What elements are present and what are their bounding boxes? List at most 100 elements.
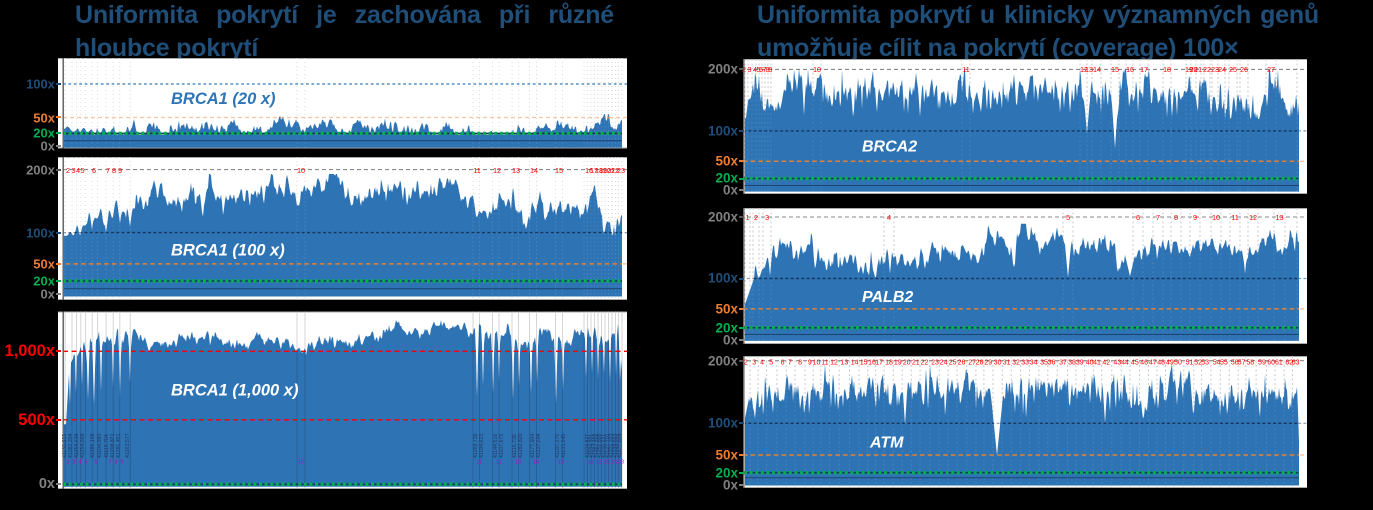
- svg-text:18: 18: [595, 166, 603, 175]
- svg-text:54: 54: [1213, 360, 1221, 367]
- svg-text:27: 27: [968, 360, 976, 367]
- svg-text:35: 35: [1040, 360, 1048, 367]
- svg-text:25: 25: [1229, 65, 1237, 74]
- svg-text:6: 6: [95, 460, 98, 466]
- svg-text:55: 55: [1220, 360, 1228, 367]
- svg-text:14: 14: [533, 460, 539, 466]
- svg-text:42: 42: [1102, 360, 1110, 367]
- svg-text:13: 13: [1085, 65, 1093, 74]
- svg-text:41187,275: 41187,275: [555, 434, 561, 458]
- svg-text:12: 12: [830, 360, 838, 367]
- svg-text:34: 34: [1030, 360, 1038, 367]
- svg-text:32: 32: [1012, 360, 1020, 367]
- svg-text:25: 25: [949, 360, 957, 367]
- svg-text:16: 16: [868, 360, 876, 367]
- svg-text:7: 7: [109, 460, 112, 466]
- svg-text:49: 49: [1166, 360, 1174, 367]
- svg-text:8: 8: [112, 166, 116, 175]
- svg-text:8: 8: [765, 65, 769, 74]
- svg-text:28: 28: [976, 360, 984, 367]
- svg-text:50: 50: [1174, 360, 1182, 367]
- svg-text:41184,301: 41184,301: [589, 434, 595, 458]
- svg-text:17: 17: [590, 166, 598, 175]
- svg-text:41263,577: 41263,577: [125, 433, 131, 458]
- svg-text:57: 57: [1238, 360, 1246, 367]
- svg-text:9: 9: [768, 65, 772, 74]
- svg-text:27: 27: [1267, 65, 1275, 74]
- svg-text:8: 8: [115, 460, 118, 466]
- svg-text:12: 12: [496, 460, 502, 466]
- svg-text:20: 20: [1189, 65, 1197, 74]
- svg-text:1: 1: [745, 213, 749, 222]
- svg-text:20: 20: [603, 166, 611, 175]
- svg-text:13: 13: [515, 460, 521, 466]
- svg-text:6: 6: [1136, 213, 1140, 222]
- svg-text:17: 17: [875, 360, 883, 367]
- svg-text:41282,820: 41282,820: [518, 433, 524, 458]
- svg-text:41286,198: 41286,198: [90, 433, 96, 458]
- svg-text:7: 7: [788, 360, 792, 367]
- svg-text:59: 59: [1258, 360, 1266, 367]
- svg-text:11: 11: [473, 166, 481, 175]
- svg-text:21: 21: [912, 360, 920, 367]
- svg-text:BRCA1 (20 x): BRCA1 (20 x): [171, 90, 276, 108]
- svg-text:18: 18: [1163, 65, 1171, 74]
- svg-text:10: 10: [813, 360, 821, 367]
- svg-text:47: 47: [1149, 360, 1157, 367]
- svg-text:16: 16: [1126, 65, 1134, 74]
- svg-text:7: 7: [762, 65, 766, 74]
- svg-text:2: 2: [744, 360, 748, 367]
- svg-text:23: 23: [931, 360, 939, 367]
- svg-text:18: 18: [885, 360, 893, 367]
- svg-text:41269,736: 41269,736: [473, 433, 479, 458]
- svg-text:9: 9: [118, 166, 122, 175]
- svg-text:41277,834: 41277,834: [617, 433, 623, 458]
- svg-text:61: 61: [1275, 360, 1283, 367]
- svg-text:19: 19: [894, 360, 902, 367]
- svg-text:22: 22: [1203, 65, 1211, 74]
- svg-text:9: 9: [121, 460, 124, 466]
- svg-text:10: 10: [1212, 213, 1220, 222]
- svg-text:4: 4: [887, 213, 891, 222]
- svg-text:41254,669: 41254,669: [80, 433, 86, 458]
- svg-text:11: 11: [476, 460, 482, 466]
- svg-text:BRCA2: BRCA2: [862, 139, 917, 156]
- svg-text:37: 37: [1059, 360, 1067, 367]
- svg-text:20: 20: [604, 460, 610, 466]
- svg-text:41208,871: 41208,871: [110, 433, 116, 458]
- svg-text:15: 15: [1111, 65, 1119, 74]
- svg-text:2: 2: [67, 460, 70, 466]
- svg-text:3: 3: [765, 213, 769, 222]
- svg-text:2: 2: [754, 213, 758, 222]
- svg-text:40: 40: [1086, 360, 1094, 367]
- svg-text:ATM: ATM: [869, 435, 904, 452]
- svg-text:16: 16: [585, 166, 593, 175]
- svg-text:63: 63: [1292, 360, 1300, 367]
- svg-text:53: 53: [1201, 360, 1209, 367]
- svg-text:41221,323: 41221,323: [609, 433, 615, 458]
- svg-text:41252,895: 41252,895: [597, 433, 603, 458]
- svg-text:9: 9: [1193, 213, 1197, 222]
- svg-text:41133,245: 41133,245: [561, 434, 567, 458]
- svg-text:12: 12: [1249, 213, 1257, 222]
- svg-text:41127,710: 41127,710: [605, 434, 611, 458]
- svg-text:7: 7: [106, 166, 110, 175]
- svg-text:41104,283: 41104,283: [97, 434, 103, 458]
- svg-text:16: 16: [588, 460, 594, 466]
- svg-text:41194,623: 41194,623: [479, 434, 485, 458]
- svg-text:5: 5: [1066, 213, 1070, 222]
- svg-text:41130,833: 41130,833: [62, 434, 68, 458]
- svg-text:15: 15: [555, 166, 563, 175]
- svg-text:23: 23: [1211, 65, 1219, 74]
- svg-text:56: 56: [1231, 360, 1239, 367]
- svg-text:51: 51: [1186, 360, 1194, 367]
- svg-text:48: 48: [1157, 360, 1165, 367]
- svg-text:41: 41: [1093, 360, 1101, 367]
- svg-text:5: 5: [85, 460, 88, 466]
- svg-text:BRCA1 (1,000 x): BRCA1 (1,000 x): [171, 382, 299, 400]
- svg-text:22: 22: [921, 360, 929, 367]
- svg-text:17: 17: [1140, 65, 1148, 74]
- svg-text:10: 10: [297, 166, 305, 175]
- svg-text:41104,827: 41104,827: [585, 434, 591, 458]
- svg-text:BRCA1 (100 x): BRCA1 (100 x): [171, 242, 285, 260]
